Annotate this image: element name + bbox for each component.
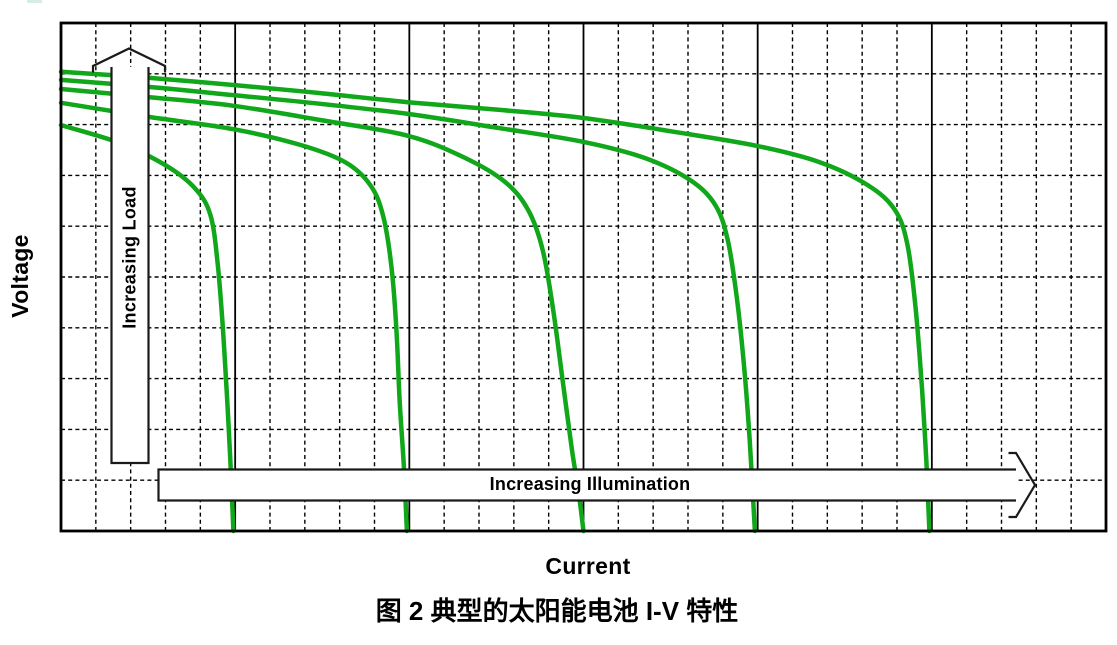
increasing-load-arrow <box>91 47 167 465</box>
iv-curve-4 <box>58 77 758 534</box>
x-axis-label: Current <box>545 553 631 579</box>
iv-curve-3 <box>58 86 586 534</box>
edge-artifact <box>27 0 42 3</box>
right-arrow-head <box>1008 451 1037 519</box>
curves-layer <box>58 69 932 534</box>
plot-frame <box>59 21 1108 533</box>
iv-curve-2 <box>58 100 410 534</box>
grid-layer <box>61 23 1106 531</box>
right-arrow-body <box>157 468 1016 502</box>
iv-plot <box>58 21 1108 534</box>
figure-caption: 图 2 典型的太阳能电池 I-V 特性 <box>375 596 739 626</box>
up-arrow-head <box>91 47 167 73</box>
up-arrow-body <box>110 67 150 465</box>
increasing-illumination-arrow <box>157 451 1037 519</box>
iv-curve-5 <box>58 69 932 534</box>
